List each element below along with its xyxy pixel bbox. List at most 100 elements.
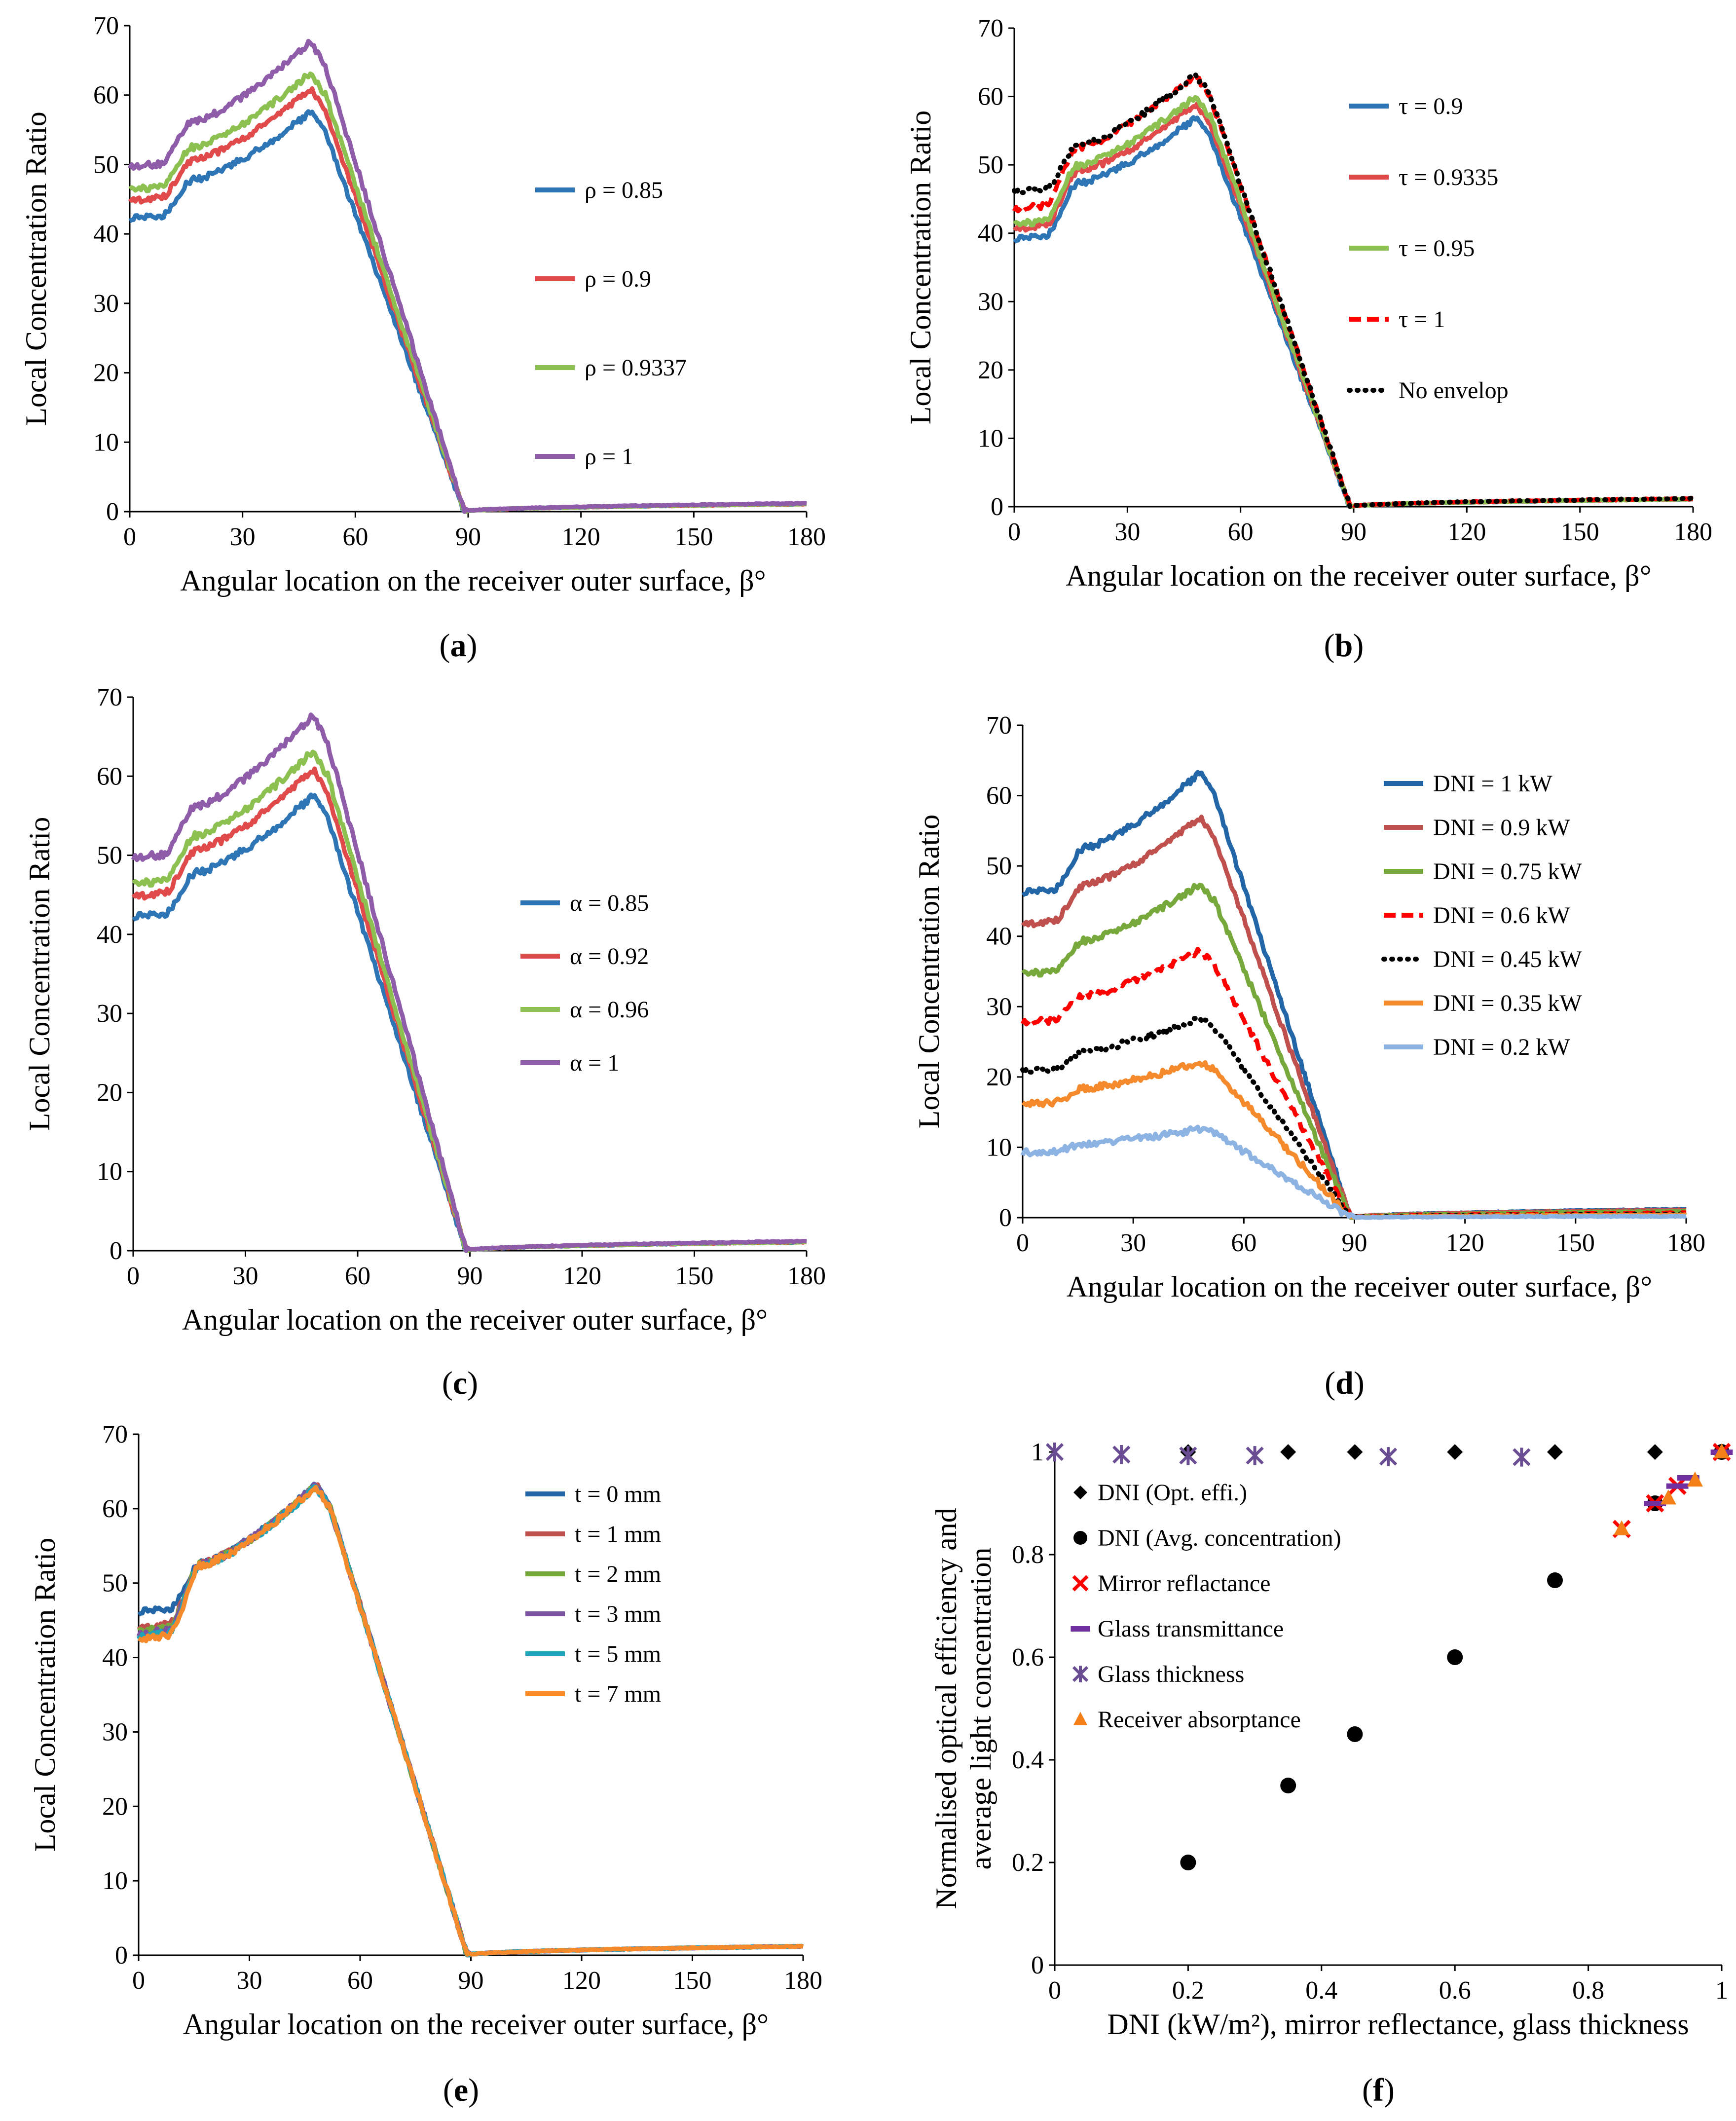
- y-axis-label: Local Concentration Ratio: [20, 112, 52, 425]
- point-dni-avg-concentration: [1180, 1855, 1196, 1870]
- legend-label-0-9335: τ = 0.9335: [1399, 164, 1498, 190]
- y-tick-label: 60: [986, 782, 1012, 810]
- legend-marker-glass-transmittance: [1071, 1626, 1090, 1632]
- x-axis-label: Angular location on the receiver outer s…: [183, 2008, 769, 2041]
- x-tick-label: 0.2: [1172, 1976, 1204, 2005]
- y-tick-label: 60: [93, 81, 119, 110]
- caption-letter: a: [450, 628, 467, 664]
- x-tick-label: 0.4: [1305, 1976, 1337, 2005]
- legend-marker-mirror-reflactance: [1072, 1575, 1089, 1592]
- legend-label-1: τ = 1: [1399, 306, 1445, 333]
- x-tick-label: 0: [1008, 518, 1021, 546]
- y-tick-label: 70: [97, 683, 122, 711]
- panel-e: 0 10 20 30 40 50 60 70 0 30 60 90 120 150 180 Angular l…: [29, 1420, 822, 2108]
- series-line-t-7-mm: [137, 1485, 804, 1957]
- x-tick-label: 90: [1341, 518, 1367, 546]
- series-line-dni-0-75-kw: [1021, 883, 1687, 1220]
- legend-label-0-85: α = 0.85: [570, 890, 649, 916]
- series-line-0-96: [132, 749, 807, 1253]
- x-axis-label: Angular location on the receiver outer s…: [1067, 1270, 1652, 1303]
- x-axis-label: DNI (kW/m²), mirror reflectance, glass t…: [1107, 2008, 1689, 2041]
- panel-a: 0 10 20 30 40 50 60 70 0 30 60 90 120 150 180 Angular l…: [20, 12, 826, 664]
- legend-label-glass-thickness: Glass thickness: [1098, 1661, 1244, 1687]
- panel-c: 0 10 20 30 40 50 60 70 0 30 60 90 120 150 180 Angular l…: [23, 683, 826, 1401]
- x-tick-label: 180: [1667, 1229, 1705, 1257]
- point-receiver-absorptance: [1660, 1489, 1676, 1505]
- series-line-0-85: [128, 109, 807, 514]
- y-tick-label: 70: [986, 711, 1012, 740]
- panel-caption-d: (d): [1325, 1365, 1365, 1401]
- y-tick-label: 10: [93, 428, 119, 456]
- y-tick-label: 60: [97, 762, 122, 790]
- y-tick-label: 20: [102, 1792, 128, 1821]
- x-tick-label: 0: [1048, 1976, 1061, 2005]
- caption-paren-open: (: [1325, 1365, 1335, 1401]
- y-axis-label-line2: average light concentration: [964, 1547, 997, 1869]
- x-tick-label: 30: [237, 1967, 262, 1995]
- series-line-1: [131, 712, 807, 1253]
- y-tick-label: 50: [978, 151, 1003, 179]
- legend-label-0-96: α = 0.96: [570, 997, 649, 1023]
- x-tick-label: 60: [342, 523, 368, 551]
- legend-label-dni-0-75-kw: DNI = 0.75 kW: [1433, 858, 1582, 885]
- x-tick-label: 120: [563, 1262, 601, 1290]
- series-line-1: [127, 38, 807, 514]
- point-dni-opt-effi: [1347, 1444, 1363, 1460]
- x-tick-label: 30: [1120, 1229, 1146, 1257]
- x-tick-label: 60: [347, 1967, 373, 1995]
- point-dni-avg-concentration: [1280, 1778, 1296, 1793]
- legend-label-0-85: ρ = 0.85: [585, 177, 663, 203]
- caption-letter: b: [1335, 628, 1353, 664]
- legend-marker-dni-avg-concentration: [1073, 1531, 1087, 1545]
- legend-label-dni-0-6-kw: DNI = 0.6 kW: [1433, 902, 1570, 929]
- legend-marker-dni-opt-effi: [1073, 1486, 1087, 1499]
- y-tick-label: 20: [978, 356, 1003, 384]
- legend-label-0-9: ρ = 0.9: [585, 266, 651, 292]
- x-tick-label: 150: [674, 523, 713, 551]
- legend-label-mirror-reflactance: Mirror reflactance: [1098, 1570, 1270, 1597]
- series-line-0-9335: [1012, 101, 1694, 509]
- x-tick-label: 120: [1447, 518, 1486, 546]
- point-receiver-absorptance: [1614, 1520, 1630, 1535]
- legend-label-no-envelop: No envelop: [1399, 377, 1509, 404]
- legend-label-0-95: τ = 0.95: [1399, 235, 1475, 261]
- legend-label-t-3-mm: t = 3 mm: [575, 1601, 661, 1627]
- y-tick-label: 0.8: [1012, 1541, 1044, 1569]
- series-line-dni-0-2-kw: [1020, 1124, 1687, 1220]
- legend-label-t-1-mm: t = 1 mm: [575, 1521, 661, 1547]
- x-tick-label: 30: [230, 523, 256, 551]
- point-glass-thickness: [1179, 1446, 1197, 1465]
- series-line-0-9337: [128, 71, 807, 514]
- series-line-dni-1-kw: [1021, 770, 1687, 1220]
- y-axis-label: Local Concentration Ratio: [913, 815, 945, 1128]
- point-dni-opt-effi: [1647, 1444, 1663, 1460]
- point-receiver-absorptance: [1714, 1443, 1730, 1458]
- y-tick-label: 40: [97, 921, 122, 949]
- x-tick-label: 0: [127, 1262, 140, 1290]
- series-line-0-95: [1013, 95, 1694, 509]
- x-axis-label: Angular location on the receiver outer s…: [1066, 559, 1651, 592]
- x-tick-label: 0.6: [1439, 1976, 1471, 2005]
- y-tick-label: 30: [986, 993, 1012, 1021]
- panel-d: 0 10 20 30 40 50 60 70 0 30 60 90 120 150 180 Angular l…: [913, 711, 1705, 1401]
- point-receiver-absorptance: [1687, 1471, 1703, 1487]
- caption-letter: f: [1373, 2072, 1384, 2108]
- x-tick-label: 180: [784, 1967, 822, 1995]
- caption-letter: d: [1335, 1365, 1354, 1401]
- series-line-t-1-mm: [137, 1482, 804, 1958]
- y-tick-label: 0: [115, 1941, 128, 1970]
- x-tick-label: 0.8: [1572, 1976, 1604, 2005]
- x-tick-label: 120: [562, 523, 600, 551]
- y-tick-label: 0: [1031, 1951, 1044, 1979]
- y-tick-label: 0.4: [1012, 1746, 1044, 1774]
- legend-label-1: ρ = 1: [585, 444, 633, 470]
- y-tick-label: 50: [986, 852, 1012, 880]
- y-tick-label: 1: [1031, 1438, 1044, 1466]
- x-tick-label: 180: [787, 523, 826, 551]
- y-tick-label: 10: [97, 1158, 122, 1186]
- y-tick-label: 10: [102, 1867, 128, 1895]
- y-tick-label: 50: [93, 150, 119, 179]
- x-tick-label: 0: [1016, 1229, 1029, 1257]
- legend-label-t-7-mm: t = 7 mm: [575, 1681, 661, 1707]
- legend-label-glass-transmittance: Glass transmittance: [1098, 1616, 1284, 1642]
